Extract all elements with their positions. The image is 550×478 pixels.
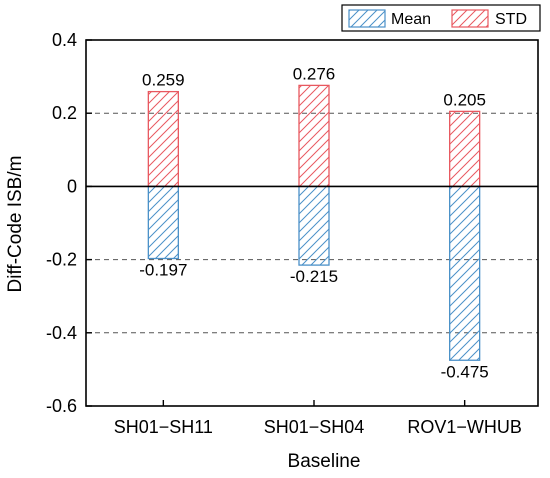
legend-label-std: STD xyxy=(495,11,527,28)
y-tick-label: -0.2 xyxy=(46,250,77,270)
bar-mean xyxy=(298,185,330,266)
data-label-mean: -0.215 xyxy=(290,267,338,286)
bar-std xyxy=(147,90,179,188)
data-label-mean: -0.197 xyxy=(139,261,187,280)
x-tick-label: SH01−SH04 xyxy=(264,417,365,437)
bar-mean xyxy=(147,185,179,260)
bar-std xyxy=(298,84,330,188)
data-label-std: 0.276 xyxy=(293,64,336,83)
legend: Mean STD xyxy=(341,4,541,32)
bars xyxy=(147,84,481,361)
y-tick-label: -0.4 xyxy=(46,323,77,343)
y-axis: -0.6 -0.4 -0.2 0 0.2 0.4 xyxy=(46,30,92,416)
data-labels: -0.197 -0.215 -0.475 0.259 0.276 0.205 xyxy=(139,64,489,381)
x-tick-label: SH01−SH11 xyxy=(114,417,213,437)
y-tick-label: -0.6 xyxy=(46,396,77,416)
legend-swatch-mean xyxy=(348,9,386,28)
bar-mean xyxy=(449,185,481,361)
y-axis-title: Diff-Code ISB/m xyxy=(5,156,26,293)
data-label-mean: -0.475 xyxy=(441,362,489,381)
legend-swatch-std xyxy=(451,9,489,28)
data-label-std: 0.205 xyxy=(443,90,486,109)
x-tick-label: ROV1−WHUB xyxy=(407,417,522,437)
legend-label-mean: Mean xyxy=(391,11,431,28)
plot-frame xyxy=(85,39,539,407)
x-axis-title: Baseline xyxy=(288,451,361,472)
x-axis: SH01−SH11 SH01−SH04 ROV1−WHUB xyxy=(114,400,522,437)
y-tick-label: 0.4 xyxy=(52,30,77,50)
y-tick-label: 0.2 xyxy=(52,103,77,123)
bar-std xyxy=(449,110,481,188)
data-label-std: 0.259 xyxy=(142,71,185,90)
y-tick-label: 0 xyxy=(67,176,77,196)
